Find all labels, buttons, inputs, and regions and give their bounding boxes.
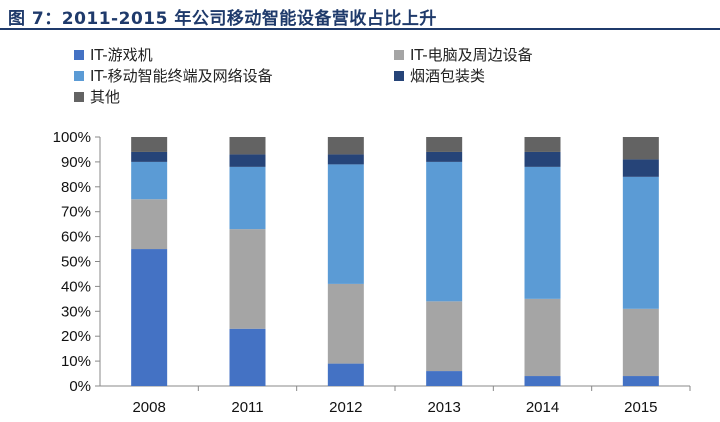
legend-swatch-pc [394, 49, 404, 60]
bar-segment-games-2014 [524, 376, 561, 386]
bar-segment-mobile-2014 [524, 166, 561, 299]
legend-swatch-tobacco [394, 70, 404, 81]
x-tick-label: 2012 [329, 399, 362, 416]
x-tick-label: 2008 [132, 399, 165, 416]
bar-segment-tobacco-2011 [229, 154, 266, 167]
legend-swatch-games [74, 49, 84, 60]
bar-segment-pc-2013 [426, 301, 463, 372]
legend-label-games: IT-游戏机 [90, 46, 153, 64]
y-tick-label: 100% [53, 129, 91, 146]
legend-item-pc: IT-电脑及周边设备 [394, 44, 533, 65]
x-tick-label: 2015 [624, 399, 657, 416]
bar-segment-pc-2008 [131, 199, 168, 250]
bar-segment-mobile-2015 [622, 176, 659, 309]
bar-segment-other-2015 [622, 137, 659, 160]
bar-segment-pc-2011 [229, 229, 266, 329]
x-tick-label: 2013 [427, 399, 460, 416]
bar-segment-pc-2015 [622, 308, 659, 377]
legend-label-other: 其他 [90, 88, 121, 106]
y-tick-label: 80% [61, 179, 91, 196]
bar-segment-tobacco-2012 [327, 154, 364, 165]
y-tick-label: 30% [61, 303, 91, 320]
legend-item-other: 其他 [74, 86, 120, 107]
legend-swatch-other [74, 91, 84, 102]
bar-segment-games-2008 [131, 249, 168, 386]
y-tick-label: 40% [61, 278, 91, 295]
y-tick-label: 20% [61, 328, 91, 345]
bar-segment-tobacco-2014 [524, 151, 561, 167]
title-bar: 图 7：2011-2015 年公司移动智能设备营收占比上升 [0, 0, 720, 30]
bar-segment-mobile-2011 [229, 166, 266, 230]
bar-segment-other-2013 [426, 137, 463, 152]
y-tick-label: 0% [69, 378, 91, 395]
x-tick-label: 2014 [526, 399, 559, 416]
x-tick-label: 2011 [231, 399, 263, 416]
bar-segment-games-2015 [622, 376, 659, 386]
bar-segment-pc-2012 [327, 283, 364, 364]
y-tick-label: 70% [61, 204, 91, 221]
y-tick-label: 50% [61, 254, 91, 271]
bar-segment-mobile-2012 [327, 164, 364, 284]
bar-segment-tobacco-2008 [131, 151, 168, 162]
bar-segment-mobile-2013 [426, 161, 463, 302]
legend-item-mobile: IT-移动智能终端及网络设备 [74, 65, 273, 86]
bar-segment-pc-2014 [524, 298, 561, 377]
bar-segment-other-2012 [327, 137, 364, 155]
bar-segment-other-2014 [524, 137, 561, 152]
bar-segment-other-2008 [131, 137, 168, 152]
y-tick-label: 60% [61, 229, 91, 246]
legend-swatch-mobile [74, 70, 84, 81]
bar-segment-mobile-2008 [131, 161, 168, 200]
bar-segment-games-2011 [229, 328, 266, 386]
legend-label-pc: IT-电脑及周边设备 [410, 46, 533, 64]
bar-segment-games-2013 [426, 371, 463, 386]
bar-segment-tobacco-2013 [426, 151, 463, 162]
bar-segment-games-2012 [327, 363, 364, 386]
bar-segment-other-2011 [229, 137, 266, 155]
chart-title: 图 7：2011-2015 年公司移动智能设备营收占比上升 [8, 9, 437, 29]
legend-item-games: IT-游戏机 [74, 44, 153, 65]
legend-item-tobacco: 烟酒包装类 [394, 65, 485, 86]
y-tick-label: 90% [61, 154, 91, 171]
legend-label-mobile: IT-移动智能终端及网络设备 [90, 67, 273, 85]
legend-label-tobacco: 烟酒包装类 [410, 67, 486, 85]
y-tick-label: 10% [61, 353, 91, 370]
bar-segment-tobacco-2015 [622, 159, 659, 177]
